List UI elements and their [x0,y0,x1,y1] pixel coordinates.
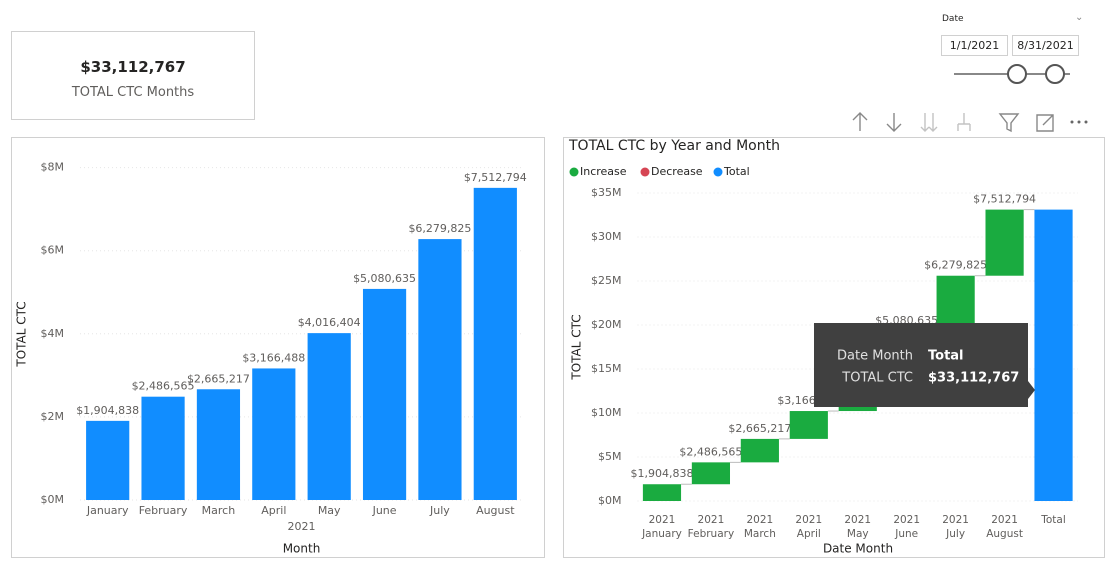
data-label: $6,279,825 [408,222,471,235]
x-tick-label: 2021 March [743,514,776,540]
data-label: $2,486,565 [132,380,195,393]
x-tick-label: 2021 April [795,514,823,540]
legend-marker [569,167,579,177]
data-label: $7,512,794 [973,193,1036,206]
bar [307,333,351,500]
slicer-end[interactable]: 8/31/2021 [1012,35,1079,56]
slider-handle[interactable] [1007,64,1027,84]
hierarchy-icon[interactable] [957,113,971,131]
x-tick-label: February [139,504,188,517]
y-axis-title: TOTAL CTC [570,314,584,380]
card-label: TOTAL CTC Months [71,85,195,100]
y-tick-label: $6M [41,244,65,257]
y-tick-label: $30M [591,230,622,243]
tooltip-value: $33,112,767 [928,371,1019,386]
x-tick-label: July [429,504,450,517]
y-tick-label: $2M [41,410,65,423]
x-tick-label: 2021 February [687,514,735,540]
data-label: $1,904,838 [630,467,693,480]
legend-label: Total [723,165,750,178]
data-label: $4,016,404 [298,316,361,329]
x-tick-label: April [261,504,286,517]
bar [789,411,828,439]
card[interactable]: $33,112,767 TOTAL CTC Months [11,31,255,120]
data-label: $2,665,217 [187,372,250,385]
more-icon[interactable] [1070,120,1088,124]
slicer-start[interactable]: 1/1/2021 [941,35,1008,56]
filter-icon[interactable] [998,113,1020,133]
legend-marker [640,167,650,177]
bar [985,209,1024,276]
tooltip-value: Total [928,349,964,364]
drill-up-icon[interactable] [852,112,868,131]
x-tick-label: January [86,504,129,517]
y-tick-label: $8M [41,161,65,174]
bar [418,239,462,500]
y-tick-label: $0M [41,493,65,506]
card-value: $33,112,767 [80,58,186,76]
x-axis-title: Date Month [823,542,893,556]
legend-label: Increase [580,165,627,178]
x-tick-label: May [318,504,341,517]
tooltip-key: Date Month [837,349,913,364]
data-label: $1,904,838 [76,404,139,417]
x-tick-label: 2021 July [942,514,969,540]
chart-frame [11,137,545,558]
y-tick-label: $0M [598,494,622,507]
slicer-title: Date [942,14,964,24]
y-tick-label: $5M [598,450,622,463]
x-tick-label: June [372,504,397,517]
drill-down-icon[interactable] [886,113,902,132]
bar [642,484,682,501]
x-tick-label: 2021 August [986,514,1023,540]
legend-marker [713,167,723,177]
y-axis-title: TOTAL CTC [15,301,29,367]
x-tick-label: 2021 January [642,514,682,540]
bar [473,187,517,500]
bar [691,462,731,485]
x-tick-label: 2021 May [844,514,872,540]
bar [1034,209,1073,501]
bar [86,420,130,500]
slicer-dropdown[interactable]: ⌄ [1075,12,1084,23]
tooltip-key: TOTAL CTC [841,371,913,386]
y-tick-label: $20M [591,318,622,331]
y-tick-label: $15M [591,362,622,375]
bar [740,438,779,463]
bar [141,396,185,500]
bar [196,389,241,500]
slider-handle[interactable] [1045,64,1065,84]
chart-frame [563,137,1105,558]
x-tick-label: 2021 June [893,514,921,540]
x-tick-label: Total [1041,514,1066,526]
data-label: $6,279,825 [924,259,987,272]
data-label: $2,665,217 [728,422,791,435]
y-tick-label: $10M [591,406,622,419]
focus-icon[interactable] [1036,114,1054,132]
chart-title: TOTAL CTC by Year and Month [568,138,780,154]
expand-icon[interactable] [920,113,938,132]
bar [252,368,296,500]
x-axis-title: Month [283,542,321,556]
legend-label: Decrease [651,165,703,178]
y-tick-label: $35M [591,186,622,199]
toolbar [852,112,1054,133]
y-tick-label: $25M [591,274,622,287]
tooltip: Date Month Total TOTAL CTC $33,112,767 [814,323,1035,407]
bar [936,275,975,331]
data-label: $3,166,488 [242,351,305,364]
x-group-label: 2021 [288,520,316,533]
data-label: $5,080,635 [353,272,416,285]
data-label: $2,486,565 [679,445,742,458]
bar [362,288,407,500]
data-label: $7,512,794 [464,171,527,184]
y-tick-label: $4M [41,327,65,340]
tooltip-box [814,323,1035,407]
x-tick-label: March [202,504,236,517]
x-tick-label: August [476,504,515,517]
